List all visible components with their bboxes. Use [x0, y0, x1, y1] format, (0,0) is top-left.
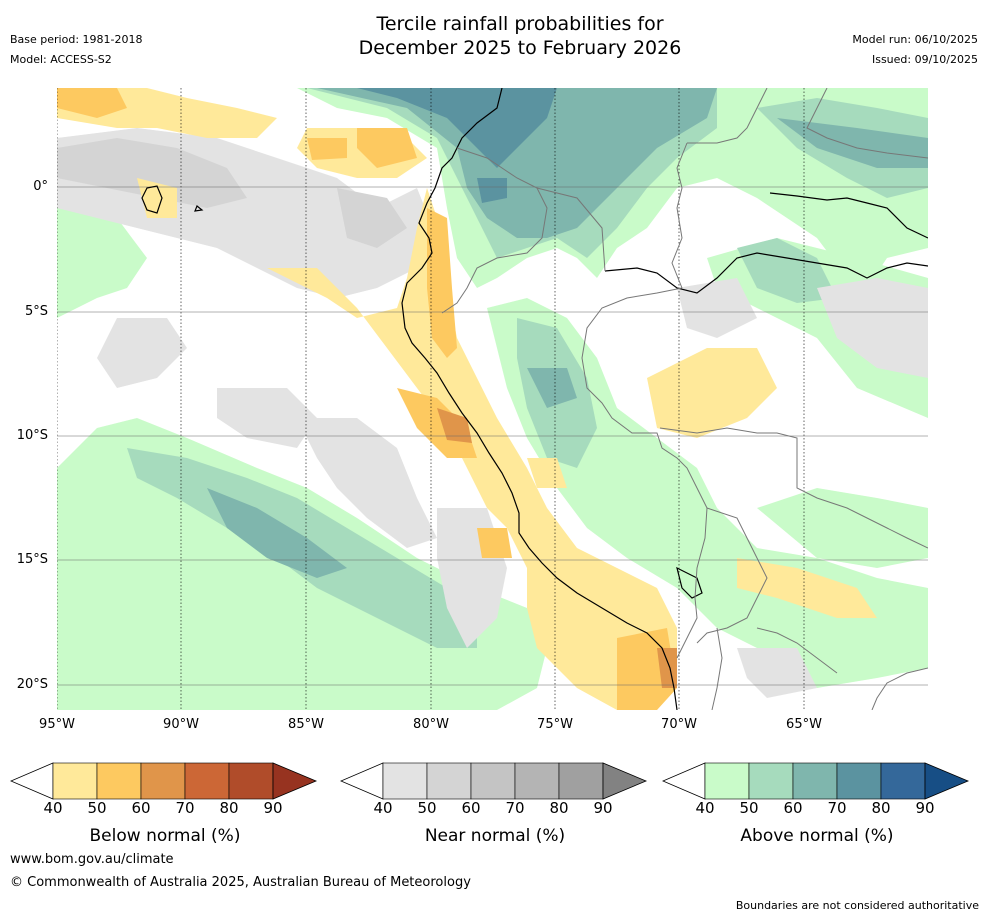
near-normal-50-regions	[57, 138, 407, 248]
colorbar-segment	[558, 762, 604, 800]
colorbar-tick-label: 40	[695, 799, 715, 817]
colorbar-tick-label: 80	[549, 799, 569, 817]
colorbar-tick-label: 90	[915, 799, 935, 817]
near-normal-colorbar	[340, 762, 648, 800]
country-boundaries	[441, 88, 928, 710]
colorbar-segment	[470, 762, 516, 800]
lon-label-85w: 85°W	[288, 717, 324, 732]
issued-date: Issued: 09/10/2025	[871, 53, 978, 66]
above-normal-legend-title: Above normal (%)	[740, 826, 894, 846]
colorbar-segment	[836, 762, 882, 800]
colorbar-tick-label: 80	[871, 799, 891, 817]
below-normal-legend-title: Below normal (%)	[89, 826, 241, 846]
colorbar-tick-label: 60	[131, 799, 151, 817]
colorbar-tick-label: 60	[783, 799, 803, 817]
longitude-gridlines	[57, 88, 805, 710]
colorbar-segment	[184, 762, 230, 800]
colorbar-high-triangle	[924, 762, 970, 800]
boundary-disclaimer: Boundaries are not considered authoritat…	[735, 899, 979, 912]
copyright-notice: © Commonwealth of Australia 2025, Austra…	[10, 875, 471, 890]
coastline	[141, 88, 928, 710]
above-normal-colorbar	[662, 762, 970, 800]
near-normal-legend-title: Near normal (%)	[424, 826, 566, 846]
colorbar-low-triangle	[662, 762, 706, 800]
colorbar-segment	[792, 762, 838, 800]
colorbar-segment	[880, 762, 926, 800]
lat-label-20s: 20°S	[16, 677, 48, 692]
colorbar-segment	[426, 762, 472, 800]
colorbar-tick-label: 50	[87, 799, 107, 817]
lat-label-5s: 5°S	[24, 304, 48, 319]
above-normal-70-regions	[357, 88, 557, 203]
colorbar-high-triangle	[602, 762, 648, 800]
colorbar-high-triangle	[272, 762, 318, 800]
model-name: Model: ACCESS-S2	[10, 53, 112, 66]
title-line-1: Tercile rainfall probabilities for	[376, 13, 664, 35]
colorbar-segment	[52, 762, 98, 800]
colorbar-tick-label: 40	[43, 799, 63, 817]
lat-label-15s: 15°S	[16, 552, 48, 567]
colorbar-tick-label: 40	[373, 799, 393, 817]
colorbar-tick-label: 70	[175, 799, 195, 817]
colorbar-segment	[228, 762, 274, 800]
colorbar-segment	[748, 762, 794, 800]
latitude-gridlines	[57, 186, 928, 686]
above-normal-60-regions	[207, 88, 928, 578]
metadata-left: Base period: 1981-2018 Model: ACCESS-S2	[10, 30, 142, 70]
colorbar-tick-label: 70	[505, 799, 525, 817]
colorbar-tick-label: 70	[827, 799, 847, 817]
lon-label-80w: 80°W	[413, 717, 449, 732]
lat-label-10s: 10°S	[16, 428, 48, 443]
model-run-date: Model run: 06/10/2025	[852, 33, 978, 46]
rainfall-probability-map	[57, 88, 928, 710]
colorbar-tick-label: 50	[417, 799, 437, 817]
colorbar-segment	[382, 762, 428, 800]
lon-label-65w: 65°W	[786, 717, 822, 732]
colorbar-tick-label: 60	[461, 799, 481, 817]
map-title: Tercile rainfall probabilities for Decem…	[0, 12, 988, 60]
below-normal-colorbar	[10, 762, 318, 800]
colorbar-tick-label: 90	[263, 799, 283, 817]
colorbar-tick-label: 80	[219, 799, 239, 817]
title-line-2: December 2025 to February 2026	[358, 37, 682, 59]
colorbar-tick-label: 50	[739, 799, 759, 817]
colorbar-low-triangle	[10, 762, 54, 800]
colorbar-segment	[514, 762, 560, 800]
colorbar-tick-label: 90	[593, 799, 613, 817]
lon-label-75w: 75°W	[537, 717, 573, 732]
lon-label-90w: 90°W	[163, 717, 199, 732]
metadata-right: Model run: 06/10/2025 Issued: 09/10/2025	[852, 30, 978, 70]
lon-label-70w: 70°W	[661, 717, 697, 732]
colorbar-segment	[96, 762, 142, 800]
base-period: Base period: 1981-2018	[10, 33, 143, 46]
colorbar-segment	[140, 762, 186, 800]
colorbar-segment	[704, 762, 750, 800]
lon-label-95w: 95°W	[39, 717, 75, 732]
website-link[interactable]: www.bom.gov.au/climate	[10, 852, 174, 867]
lat-label-0: 0°	[33, 179, 48, 194]
colorbar-low-triangle	[340, 762, 384, 800]
